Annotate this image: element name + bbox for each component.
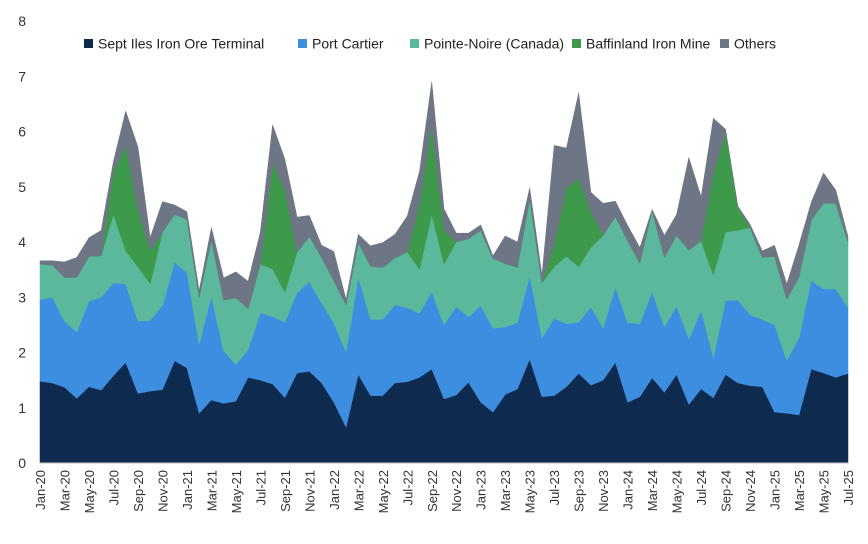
x-tick-label: Mar-23 bbox=[498, 470, 513, 511]
x-tick-label: Mar-24 bbox=[645, 470, 660, 511]
y-tick-label: 0 bbox=[18, 455, 26, 471]
legend-label: Port Cartier bbox=[312, 36, 384, 52]
x-tick-label: Jul-21 bbox=[253, 470, 268, 505]
x-tick-label: May-23 bbox=[523, 470, 538, 513]
y-tick-label: 5 bbox=[18, 179, 26, 195]
x-tick-label: Jan-20 bbox=[33, 470, 48, 510]
legend-label: Others bbox=[734, 36, 776, 52]
legend-item-port-cartier: Port Cartier bbox=[298, 36, 384, 52]
x-tick-label: Jan-22 bbox=[327, 470, 342, 510]
x-tick-label: Jan-21 bbox=[180, 470, 195, 510]
legend-item-baffinland-iron-mine: Baffinland Iron Mine bbox=[572, 36, 710, 52]
y-tick-label: 8 bbox=[18, 13, 26, 29]
x-tick-label: Jul-25 bbox=[841, 470, 856, 505]
x-tick-label: Sep-20 bbox=[131, 470, 146, 512]
x-tick-label: May-24 bbox=[670, 470, 685, 513]
legend-item-others: Others bbox=[720, 36, 776, 52]
legend-swatch bbox=[720, 39, 729, 48]
legend-item-pointe-noire-canada: Pointe-Noire (Canada) bbox=[410, 36, 564, 52]
x-tick-label: Nov-23 bbox=[596, 470, 611, 512]
x-tick-label: Nov-20 bbox=[155, 470, 170, 512]
y-tick-label: 3 bbox=[18, 289, 26, 305]
legend-item-sept-iles-iron-ore-terminal: Sept Iles Iron Ore Terminal bbox=[84, 36, 264, 52]
legend-label: Pointe-Noire (Canada) bbox=[424, 36, 564, 52]
x-tick-label: Sep-24 bbox=[719, 470, 734, 512]
x-tick-label: May-22 bbox=[376, 470, 391, 513]
x-tick-label: Sep-23 bbox=[572, 470, 587, 512]
legend-swatch bbox=[410, 39, 419, 48]
legend-label: Baffinland Iron Mine bbox=[586, 36, 710, 52]
x-tick-label: Sep-22 bbox=[425, 470, 440, 512]
area-others bbox=[39, 81, 849, 310]
x-tick-label: Nov-22 bbox=[449, 470, 464, 512]
legend: Sept Iles Iron Ore Terminal Port Cartier P… bbox=[84, 36, 776, 52]
x-tick-label: May-21 bbox=[229, 470, 244, 513]
x-tick-label: Sep-21 bbox=[278, 470, 293, 512]
x-tick-label: Mar-20 bbox=[57, 470, 72, 511]
x-tick-label: May-25 bbox=[817, 470, 832, 513]
y-tick-label: 4 bbox=[18, 234, 26, 250]
x-tick-label: Jan-23 bbox=[474, 470, 489, 510]
x-tick-label: Jul-23 bbox=[547, 470, 562, 505]
legend-swatch bbox=[572, 39, 581, 48]
x-tick-label: May-20 bbox=[82, 470, 97, 513]
x-tick-label: Mar-25 bbox=[792, 470, 807, 511]
x-tick-label: Mar-22 bbox=[351, 470, 366, 511]
legend-swatch bbox=[298, 39, 307, 48]
chart-areas bbox=[39, 81, 849, 464]
legend-label: Sept Iles Iron Ore Terminal bbox=[98, 36, 264, 52]
y-tick-label: 7 bbox=[18, 68, 26, 84]
x-tick-label: Jul-22 bbox=[400, 470, 415, 505]
legend-swatch bbox=[84, 39, 93, 48]
x-tick-label: Jul-20 bbox=[106, 470, 121, 505]
x-tick-label: Mar-21 bbox=[204, 470, 219, 511]
y-axis: 0 1 2 3 4 5 6 7 8 bbox=[18, 13, 26, 471]
x-tick-label: Jan-24 bbox=[621, 470, 636, 510]
x-tick-label: Nov-21 bbox=[302, 470, 317, 512]
y-tick-label: 6 bbox=[18, 124, 26, 140]
y-tick-label: 2 bbox=[18, 345, 26, 361]
y-tick-label: 1 bbox=[18, 400, 26, 416]
x-tick-label: Nov-24 bbox=[743, 470, 758, 512]
x-axis: Jan-20 Mar-20 May-20 Jul-20 Sep-20 Nov-20 Jan-… bbox=[33, 462, 856, 513]
x-tick-label: Jan-25 bbox=[768, 470, 783, 510]
x-tick-label: Jul-24 bbox=[694, 470, 709, 505]
